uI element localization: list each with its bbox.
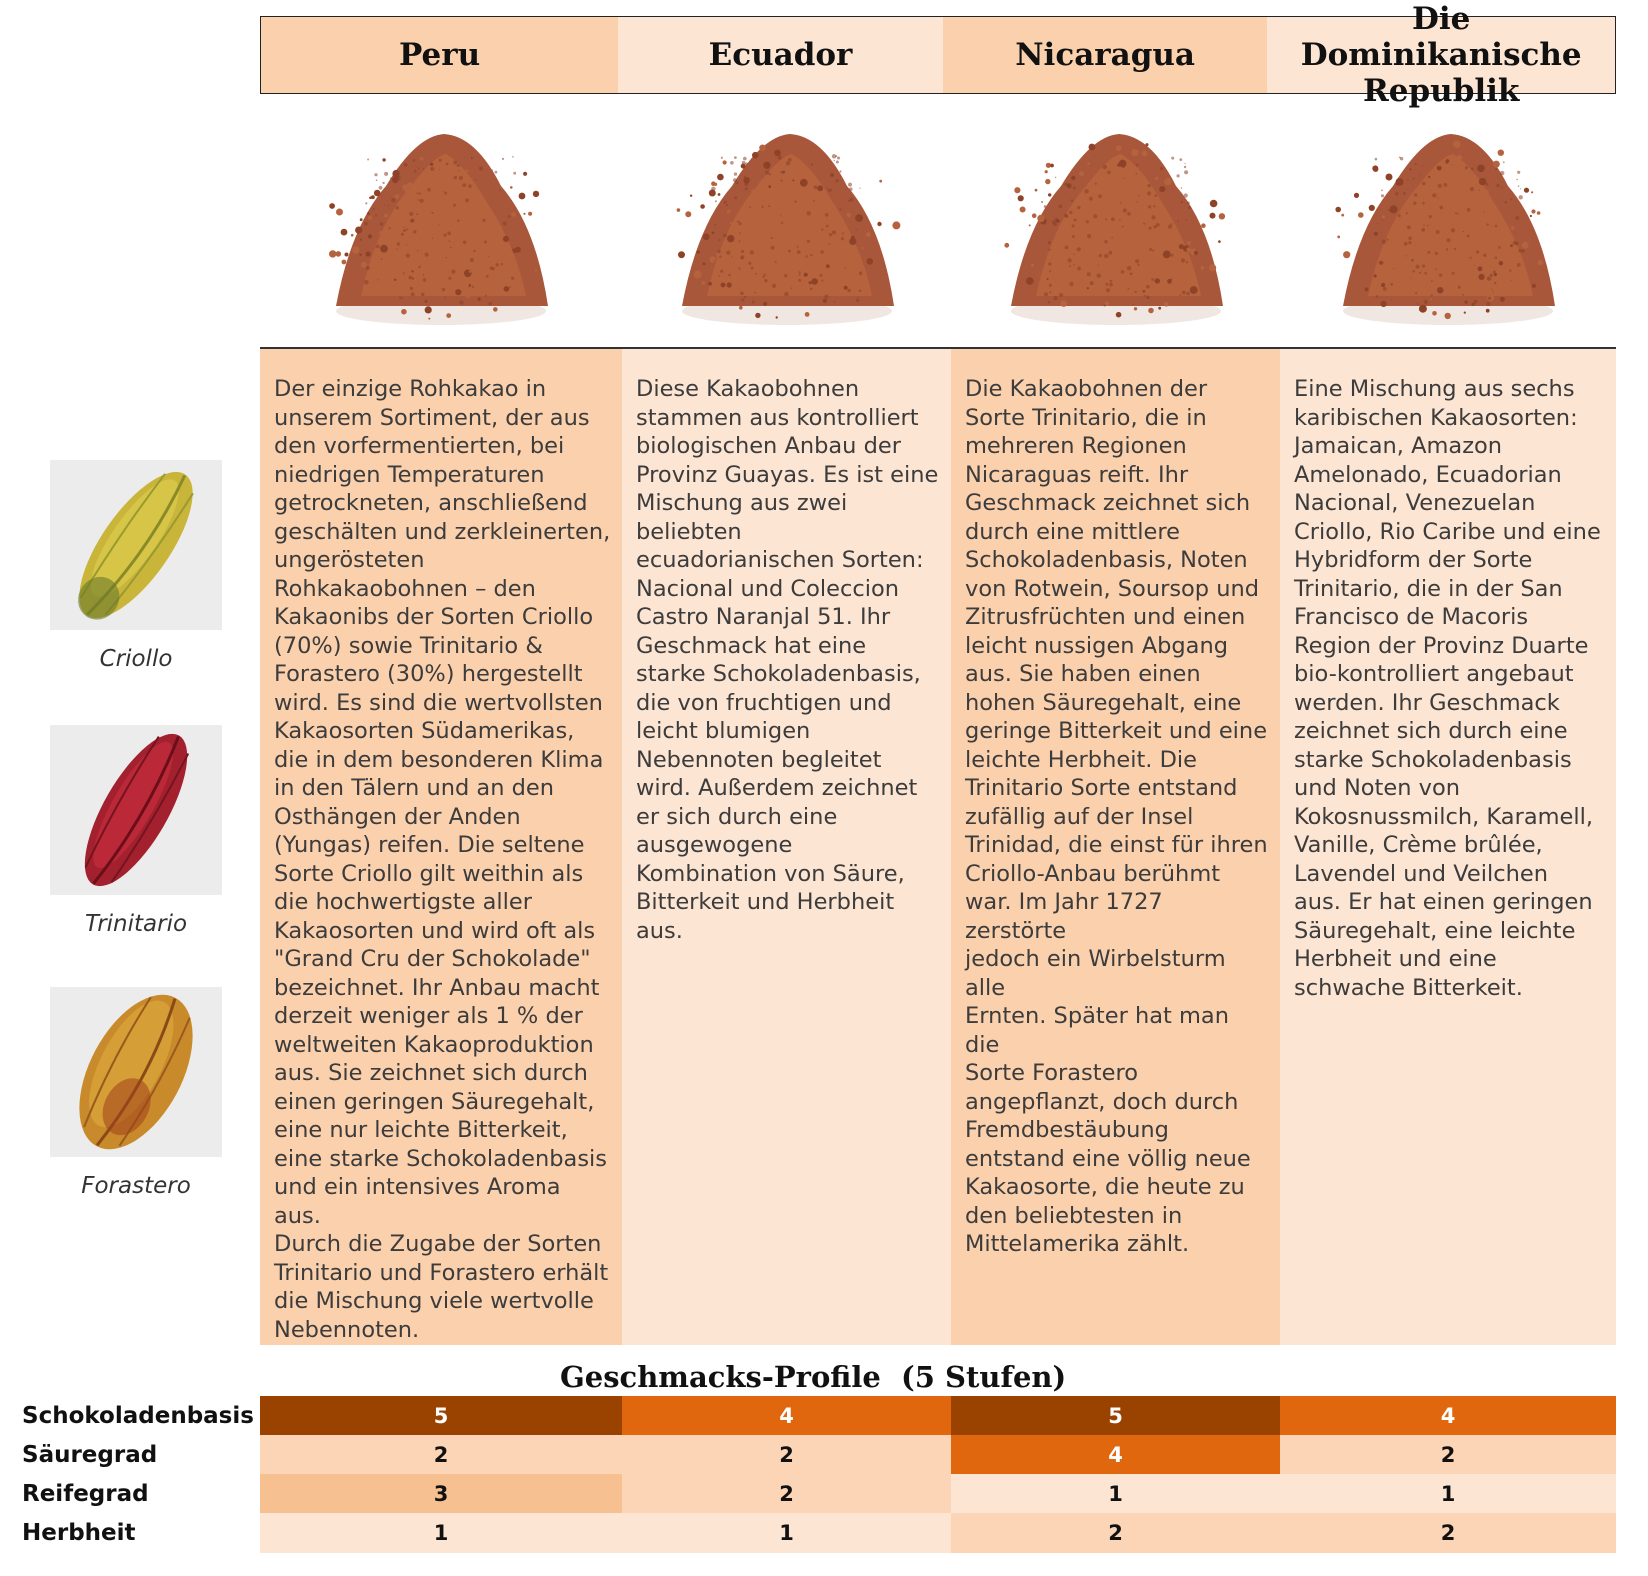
profile-value-ecuador: 4 xyxy=(622,1396,951,1436)
profile-value-peru: 3 xyxy=(260,1474,622,1514)
pod-criollo: Criollo xyxy=(50,460,225,672)
profile-value-peru: 5 xyxy=(260,1396,622,1436)
trinitario-pod-image xyxy=(50,725,222,895)
cocoa-powder-image-ecuador xyxy=(622,94,951,348)
profile-row: Schokoladenbasis 5 4 5 4 xyxy=(0,1396,1616,1436)
cocoa-powder-icon xyxy=(1003,134,1225,325)
column-header-row: Peru Ecuador Nicaragua Die Dominikanisch… xyxy=(260,1,1616,109)
forastero-pod-icon xyxy=(79,994,193,1150)
cocoa-powder-row xyxy=(260,94,1616,348)
profile-row: Herbheit 1 1 2 2 xyxy=(0,1513,1616,1553)
profile-value-ecuador: 2 xyxy=(622,1435,951,1475)
profile-row: Säuregrad 2 2 4 2 xyxy=(0,1435,1616,1475)
profile-value-peru: 2 xyxy=(260,1435,622,1475)
profile-value-dominican-republic: 1 xyxy=(1280,1474,1616,1514)
pod-label-criollo: Criollo xyxy=(99,646,173,672)
profile-value-dominican-republic: 4 xyxy=(1280,1396,1616,1436)
profile-value-nicaragua: 1 xyxy=(951,1474,1280,1514)
criollo-pod-icon xyxy=(78,471,194,620)
pod-label-trinitario: Trinitario xyxy=(84,911,188,937)
description-dominican-republic: Eine Mischung aus sechs karibischen Kaka… xyxy=(1280,349,1616,1345)
cocoa-powder-icon xyxy=(676,134,900,325)
column-header-dominican-republic-label: Die Dominikanische Republik xyxy=(1300,1,1582,109)
forastero-pod-image xyxy=(50,987,222,1157)
profile-value-peru: 1 xyxy=(260,1513,622,1553)
profile-row: Reifegrad 3 2 1 1 xyxy=(0,1474,1616,1514)
cocoa-powder-icon xyxy=(1335,134,1555,325)
cocoa-powder-image-peru xyxy=(260,94,622,348)
profile-value-nicaragua: 2 xyxy=(951,1513,1280,1553)
column-header-ecuador: Ecuador xyxy=(618,17,943,93)
profile-value-dominican-republic: 2 xyxy=(1280,1513,1616,1553)
cocoa-powder-image-dominican-republic xyxy=(1280,94,1616,348)
description-peru: Der einzige Rohkakao in unserem Sortimen… xyxy=(260,349,622,1345)
cocoa-powder-icon xyxy=(329,134,548,325)
description-nicaragua: Die Kakaobohnen der Sorte Trinitario, di… xyxy=(951,349,1280,1345)
profile-value-nicaragua: 4 xyxy=(951,1435,1280,1475)
profile-value-ecuador: 2 xyxy=(622,1474,951,1514)
pod-trinitario: Trinitario xyxy=(50,725,225,937)
pod-label-forastero: Forastero xyxy=(81,1173,191,1199)
profile-row-label: Schokoladenbasis xyxy=(22,1403,254,1429)
pod-forastero: Forastero xyxy=(50,987,225,1199)
column-header-dominican-republic: Die Dominikanische Republik xyxy=(1267,1,1615,109)
column-header-peru: Peru xyxy=(261,17,619,93)
description-row: Der einzige Rohkakao in unserem Sortimen… xyxy=(260,349,1616,1345)
criollo-pod-image xyxy=(50,460,222,630)
profile-value-dominican-republic: 2 xyxy=(1280,1435,1616,1475)
column-header-nicaragua: Nicaragua xyxy=(942,17,1268,93)
divider-line xyxy=(260,347,1616,349)
trinitario-pod-icon xyxy=(84,733,190,887)
description-ecuador: Diese Kakaobohnen stammen aus kontrollie… xyxy=(622,349,951,1345)
cocoa-powder-image-nicaragua xyxy=(951,94,1280,348)
profile-row-label: Säuregrad xyxy=(22,1442,158,1468)
profile-value-ecuador: 1 xyxy=(622,1513,951,1553)
profile-title: Geschmacks-Profile (5 Stufen) xyxy=(560,1360,1067,1394)
profile-value-nicaragua: 5 xyxy=(951,1396,1280,1436)
profile-row-label: Reifegrad xyxy=(22,1481,149,1507)
profile-row-label: Herbheit xyxy=(22,1520,136,1546)
